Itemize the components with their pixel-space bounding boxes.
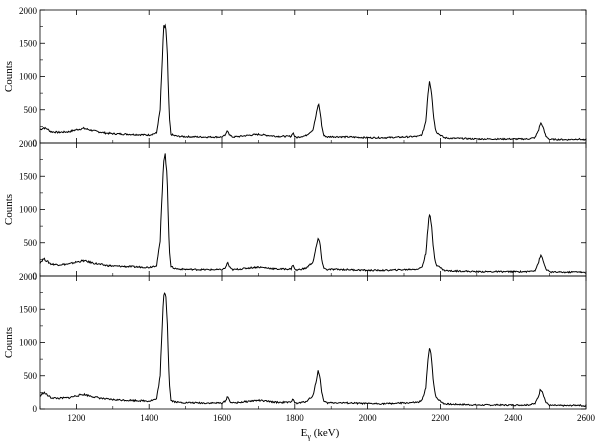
y-tick-label: 1000 [19, 205, 38, 215]
panel-1: 0 500 1000 1500 2000 Counts [3, 6, 587, 148]
x-axis-title: Eγ (keV) [301, 427, 340, 441]
y-tick-label: 1500 [19, 171, 38, 181]
x-tick-label: 2200 [431, 413, 450, 423]
x-axis-title-unit: (keV) [311, 427, 340, 439]
spectrum-line [39, 153, 587, 274]
x-tick-label: 2000 [359, 413, 378, 423]
spectrum-line [39, 23, 587, 142]
x-tick-label: 1600 [213, 413, 232, 423]
panel-2: 0 500 1000 1500 2000 Counts [3, 139, 587, 281]
y-tick-label: 500 [24, 238, 38, 248]
x-tick-label: 1400 [140, 413, 159, 423]
y-tick-label: 1000 [19, 338, 38, 348]
x-tick-label: 2400 [504, 413, 523, 423]
panel-frame [39, 142, 587, 277]
panel-frame [39, 9, 587, 144]
y-tick-label: 1000 [19, 72, 38, 82]
x-tick-label: 1800 [286, 413, 305, 423]
y-tick-label: 0 [33, 138, 38, 148]
y-tick-label: 1500 [19, 304, 38, 314]
y-axis-title: Counts [3, 61, 15, 92]
panel-3: 0 500 1000 1500 2000 1200 1400 1600 1800 2000 2200… [3, 272, 596, 423]
x-axis-title-sub: γ [306, 432, 311, 441]
y-axis-title: Counts [3, 327, 15, 358]
spectrum-line [39, 292, 587, 408]
y-tick-label: 0 [33, 271, 38, 281]
x-tick-label: 1200 [67, 413, 86, 423]
y-tick-label: 500 [24, 371, 38, 381]
x-tick-label: 2600 [577, 413, 596, 423]
y-tick-label: 500 [24, 105, 38, 115]
panels-group: 0 500 1000 1500 2000 Counts 0 500 1000 1500 2000 Co… [3, 6, 596, 423]
y-tick-label: 2000 [19, 272, 38, 282]
y-tick-label: 2000 [19, 139, 38, 149]
x-axis-title-main: E [301, 427, 308, 439]
y-tick-label: 1500 [19, 38, 38, 48]
y-axis-title: Counts [3, 194, 15, 225]
y-tick-label: 2000 [19, 6, 38, 16]
y-tick-label: 0 [33, 404, 38, 414]
panel-frame [39, 275, 587, 410]
